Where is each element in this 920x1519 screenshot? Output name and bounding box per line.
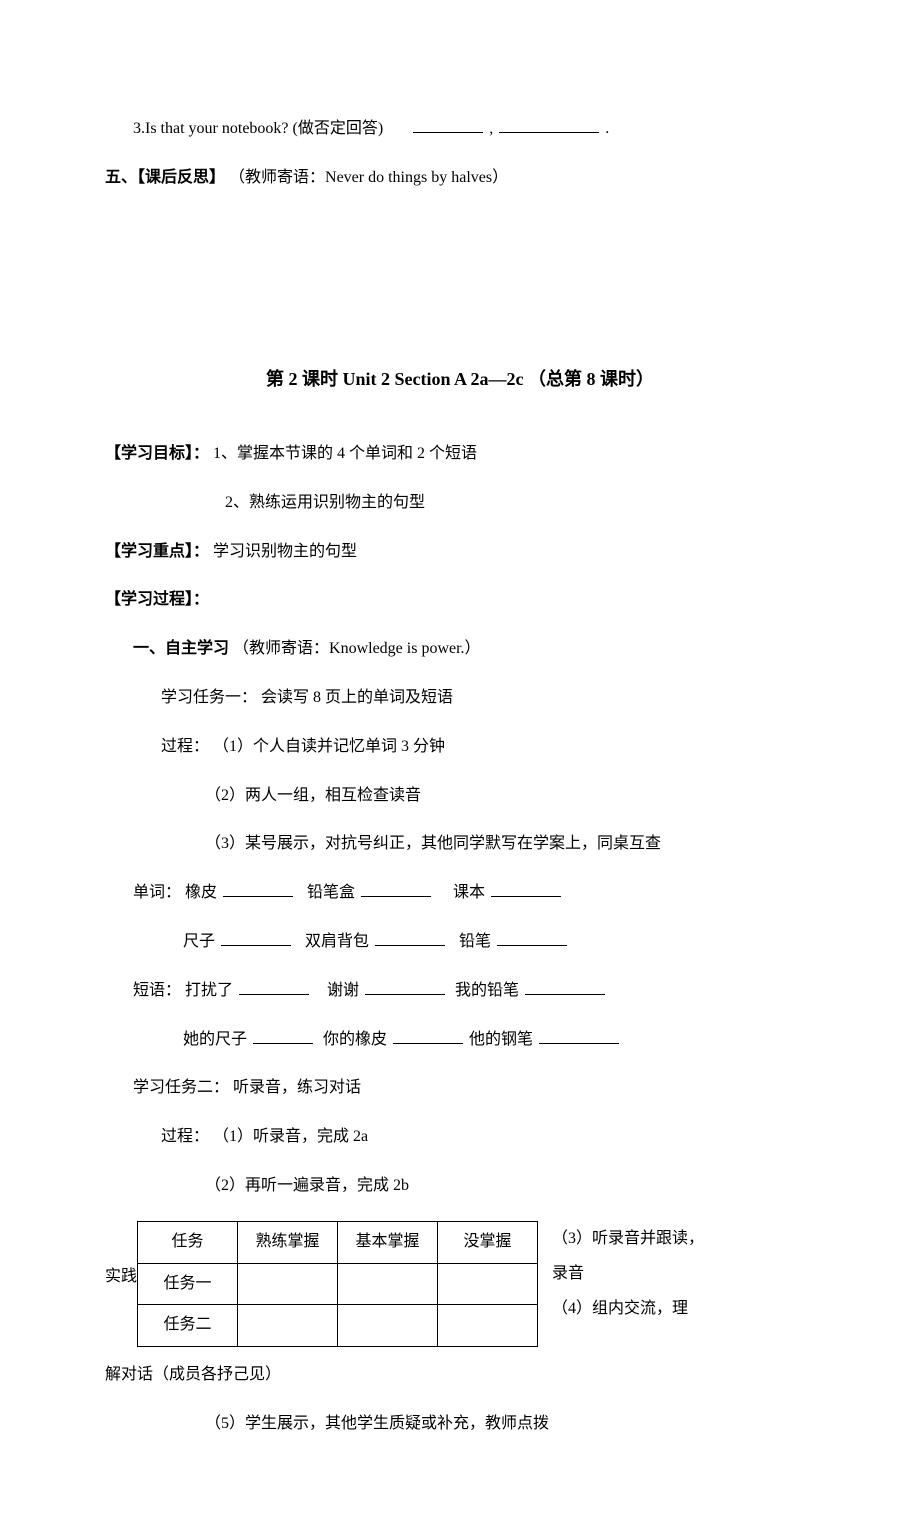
- proc-label: 过程：: [161, 738, 209, 755]
- t2-p4b: 解对话（成员各抒己见）: [105, 1361, 815, 1390]
- question-3: 3.Is that your notebook? (做否定回答) , .: [105, 115, 815, 144]
- t2-p3b: 录音: [552, 1256, 704, 1291]
- t2-proc-line-1: 过程： （1）听录音，完成 2a: [105, 1123, 815, 1152]
- t2-p3a: （3）听录音并跟读，: [552, 1221, 704, 1256]
- w5: 双肩背包: [305, 933, 369, 950]
- t2-p5: （5）学生展示，其他学生质疑或补充，教师点拨: [105, 1410, 815, 1439]
- table-row: 任务二: [138, 1305, 538, 1347]
- th-task: 任务: [138, 1221, 238, 1263]
- focus-label: 【学习重点】：: [105, 543, 209, 560]
- w1: 橡皮: [185, 884, 217, 901]
- words-line-2: 尺子 双肩背包 铅笔: [105, 928, 815, 957]
- w4: 尺子: [183, 933, 215, 950]
- cell-task1: 任务一: [138, 1263, 238, 1305]
- t2-p1: （1）听录音，完成 2a: [213, 1128, 368, 1145]
- th-basic: 基本掌握: [338, 1221, 438, 1263]
- learning-focus: 【学习重点】： 学习识别物主的句型: [105, 538, 815, 567]
- proc-line-1: 过程： （1）个人自读并记忆单词 3 分钟: [105, 733, 815, 762]
- w1-blank[interactable]: [223, 881, 293, 897]
- goal-item-1: 1、掌握本节课的 4 个单词和 2 个短语: [213, 445, 477, 462]
- ph6-blank[interactable]: [539, 1028, 619, 1044]
- ph3-blank[interactable]: [525, 979, 605, 995]
- focus-text: 学习识别物主的句型: [213, 543, 357, 560]
- table-block: 实践 任务 熟练掌握 基本掌握 没掌握 任务一 任务二 （3）听录音并跟读， 录…: [105, 1221, 815, 1347]
- goal-item-2-line: 2、熟练运用识别物主的句型: [105, 489, 815, 518]
- proc-p2: （2）两人一组，相互检查读音: [105, 782, 815, 811]
- process-label: 【学习过程】：: [105, 586, 815, 615]
- cell-blank[interactable]: [238, 1305, 338, 1347]
- goal-item-2: 2、熟练运用识别物主的句型: [225, 494, 425, 511]
- cell-blank[interactable]: [338, 1305, 438, 1347]
- table-row: 任务一: [138, 1263, 538, 1305]
- words-label: 单词：: [133, 884, 181, 901]
- ph1: 打扰了: [185, 982, 233, 999]
- mastery-table: 任务 熟练掌握 基本掌握 没掌握 任务一 任务二: [137, 1221, 538, 1347]
- lesson-title: 第 2 课时 Unit 2 Section A 2a—2c （总第 8 课时）: [105, 363, 815, 395]
- task2-label: 学习任务二： 听录音，练习对话: [105, 1074, 815, 1103]
- cell-blank[interactable]: [438, 1263, 538, 1305]
- w3-blank[interactable]: [491, 881, 561, 897]
- table-header-row: 任务 熟练掌握 基本掌握 没掌握: [138, 1221, 538, 1263]
- ph2: 谢谢: [327, 982, 359, 999]
- ph5: 你的橡皮: [323, 1031, 387, 1048]
- w4-blank[interactable]: [221, 930, 291, 946]
- cell-blank[interactable]: [338, 1263, 438, 1305]
- w3: 课本: [453, 884, 485, 901]
- s1-note: （教师寄语：Knowledge is power.）: [233, 640, 481, 657]
- cell-task2: 任务二: [138, 1305, 238, 1347]
- task1-label: 学习任务一： 会读写 8 页上的单词及短语: [105, 684, 815, 713]
- cell-blank[interactable]: [238, 1263, 338, 1305]
- practice-label: 实践: [105, 1221, 137, 1292]
- ph6: 他的钢笔: [469, 1031, 533, 1048]
- ph4: 她的尺子: [183, 1031, 247, 1048]
- w6: 铅笔: [459, 933, 491, 950]
- q3-blank-1[interactable]: [413, 117, 483, 133]
- phrases-line-2: 她的尺子 你的橡皮 他的钢笔: [105, 1026, 815, 1055]
- ph4-blank[interactable]: [253, 1028, 313, 1044]
- th-not: 没掌握: [438, 1221, 538, 1263]
- s1-heading: 一、自主学习: [133, 640, 229, 657]
- w6-blank[interactable]: [497, 930, 567, 946]
- ph1-blank[interactable]: [239, 979, 309, 995]
- w2-blank[interactable]: [361, 881, 431, 897]
- q3-comma: ,: [489, 120, 493, 137]
- phrases-label: 短语：: [133, 982, 181, 999]
- proc-p3: （3）某号展示，对抗号纠正，其他同学默写在学案上，同桌互查: [105, 830, 815, 859]
- w2: 铅笔盒: [307, 884, 355, 901]
- table-right-text: （3）听录音并跟读， 录音 （4）组内交流，理: [538, 1221, 704, 1327]
- goal-label: 【学习目标】：: [105, 445, 209, 462]
- t2-proc-label: 过程：: [161, 1128, 209, 1145]
- words-line-1: 单词： 橡皮 铅笔盒 课本: [105, 879, 815, 908]
- ph5-blank[interactable]: [393, 1028, 463, 1044]
- t2-p2: （2）再听一遍录音，完成 2b: [105, 1172, 815, 1201]
- practice-text: 实践: [105, 1268, 137, 1285]
- section-5-label: 五、【课后反思】: [105, 169, 225, 186]
- th-master: 熟练掌握: [238, 1221, 338, 1263]
- section-5-note: （教师寄语：Never do things by halves）: [229, 169, 508, 186]
- ph2-blank[interactable]: [365, 979, 445, 995]
- learning-goal: 【学习目标】： 1、掌握本节课的 4 个单词和 2 个短语: [105, 440, 815, 469]
- t2-p4a: （4）组内交流，理: [552, 1291, 704, 1326]
- self-study-heading: 一、自主学习 （教师寄语：Knowledge is power.）: [105, 635, 815, 664]
- phrases-line-1: 短语： 打扰了 谢谢 我的铅笔: [105, 977, 815, 1006]
- section-5: 五、【课后反思】 （教师寄语：Never do things by halves…: [105, 164, 815, 193]
- q3-blank-2[interactable]: [499, 117, 599, 133]
- w5-blank[interactable]: [375, 930, 445, 946]
- ph3: 我的铅笔: [455, 982, 519, 999]
- q3-period: .: [605, 120, 609, 137]
- cell-blank[interactable]: [438, 1305, 538, 1347]
- q3-text: 3.Is that your notebook? (做否定回答): [133, 120, 383, 137]
- proc-p1: （1）个人自读并记忆单词 3 分钟: [213, 738, 445, 755]
